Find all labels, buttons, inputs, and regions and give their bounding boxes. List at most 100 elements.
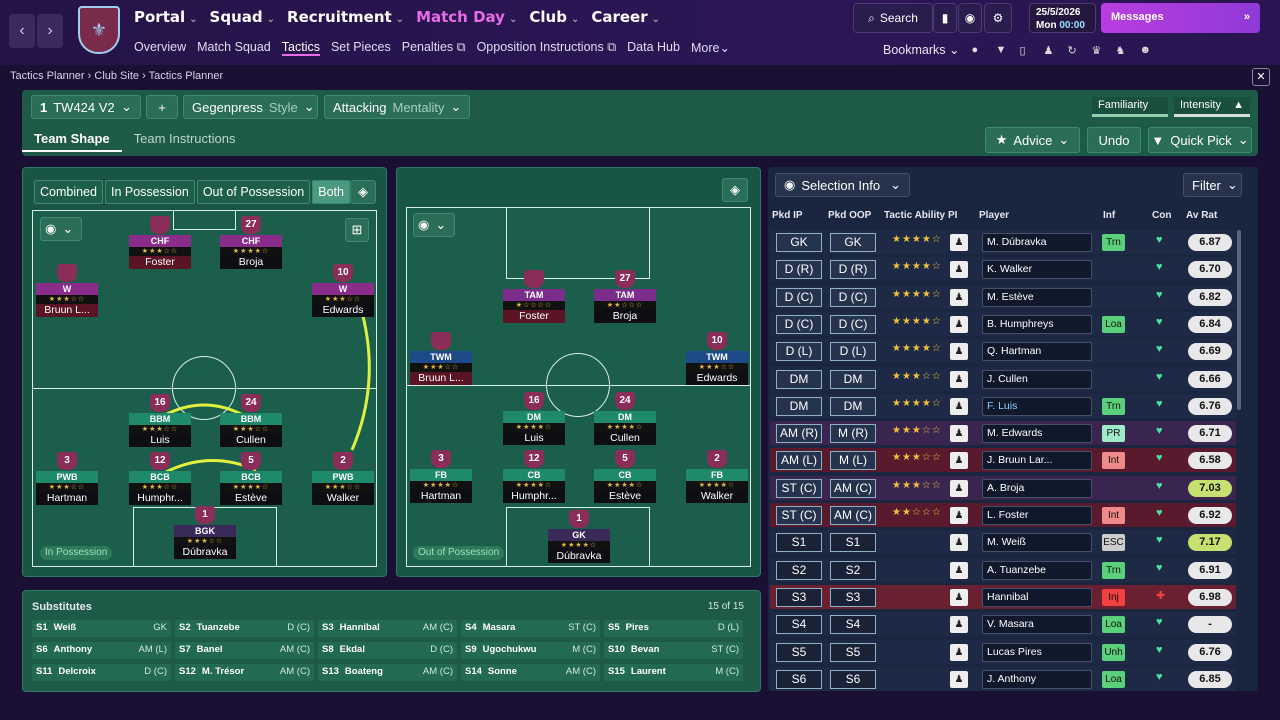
sub-item[interactable]: S2 Tuanzebe D (C) (175, 620, 314, 637)
person-icon[interactable]: ♟ (950, 288, 968, 306)
bookmark-icon[interactable]: ▮ (933, 3, 957, 33)
player-token[interactable]: 5 CB ★★★★☆ Estève (594, 450, 656, 503)
trophy-icon[interactable]: ♛ (1091, 44, 1102, 57)
sub-item[interactable]: S9 Ugochukwu M (C) (461, 642, 600, 659)
table-row[interactable]: ST (C) AM (C) ★★★☆☆ ♟ A. Broja ♥ 7.03 (770, 475, 1236, 500)
mode-both[interactable]: Both (312, 180, 350, 204)
person-icon[interactable]: ♟ (950, 479, 968, 497)
table-row[interactable]: S1 S1 ♟ M. Weiß ESC ♥ 7.17 (770, 530, 1236, 555)
add-tactic-button[interactable]: + (146, 95, 178, 119)
pkd-oop[interactable]: AM (C) (830, 506, 876, 525)
subnav-penalties[interactable]: Penalties ⧉ (401, 40, 466, 54)
player-select[interactable]: J. Bruun Lar... (982, 451, 1092, 471)
pkd-ip[interactable]: D (C) (776, 287, 822, 307)
player-token[interactable]: 1 BGK ★★★☆☆ Dúbravka (174, 506, 236, 559)
shirt-icon[interactable]: ▼ (995, 43, 1007, 56)
header-con[interactable]: Con (1152, 210, 1172, 221)
player-select[interactable]: K. Walker (982, 260, 1092, 280)
table-row[interactable]: D (C) D (C) ★★★★☆ ♟ M. Estève ♥ 6.82 (770, 284, 1236, 309)
header-tactic-ability[interactable]: Tactic Ability (884, 210, 946, 221)
pkd-ip[interactable]: GK (776, 233, 822, 252)
sub-item[interactable]: S7 Banel AM (C) (175, 642, 314, 659)
chat-icon[interactable]: ● (971, 43, 979, 56)
pkd-ip[interactable]: DM (776, 369, 822, 389)
header-player[interactable]: Player (979, 210, 1010, 221)
mentality-select[interactable]: Attacking Mentality ⌄ (324, 95, 470, 119)
person-icon[interactable]: ♟ (950, 315, 968, 333)
table-row[interactable]: S6 S6 ♟ J. Anthony Loa ♥ 6.85 (770, 666, 1236, 691)
subnav-data-hub[interactable]: Data Hub (627, 40, 680, 54)
arrange-icon[interactable]: ⊞ (345, 218, 369, 242)
table-row[interactable]: AM (R) M (R) ★★★☆☆ ♟ M. Edwards PR ♥ 6.71 (770, 421, 1236, 446)
selection-info-dropdown[interactable]: ◉ Selection Info ⌄ (775, 173, 910, 197)
pkd-oop[interactable]: S5 (830, 642, 876, 662)
sub-item[interactable]: S8 Ekdal D (C) (318, 642, 457, 659)
person-icon[interactable]: ♟ (950, 670, 968, 688)
player-token[interactable]: 2 FB ★★★★☆ Walker (686, 450, 748, 503)
header-pi[interactable]: PI (948, 210, 958, 221)
familiarity-bar[interactable]: Familiarity (1092, 97, 1168, 117)
player-token[interactable]: 10 TWM ★★★☆☆ Edwards (686, 332, 748, 385)
back-arrow-icon[interactable]: ‹ (9, 14, 35, 48)
close-icon[interactable]: ✕ (1252, 68, 1270, 86)
nav-match-day[interactable]: Match Day ⌄ (416, 8, 518, 26)
pkd-oop[interactable]: S6 (830, 669, 876, 689)
sub-item[interactable]: S13 Boateng AM (C) (318, 664, 457, 681)
player-token[interactable]: 24 DM ★★★★☆ Cullen (594, 392, 656, 445)
person-icon[interactable]: ♟ (950, 425, 968, 443)
table-row[interactable]: ST (C) AM (C) ★★☆☆☆ ♟ L. Foster Int ♥ 6.92 (770, 503, 1236, 527)
people-icon[interactable]: ♟ (1043, 44, 1054, 57)
sub-item[interactable]: S11 Delcroix D (C) (32, 664, 171, 681)
sub-item[interactable]: S12 M. Trésor AM (C) (175, 664, 314, 681)
subnav-match-squad[interactable]: Match Squad (197, 40, 271, 54)
subnav-more[interactable]: More⌄ (690, 41, 730, 55)
club-crest-logo[interactable]: ⚜ (78, 6, 120, 54)
tab-team-shape[interactable]: Team Shape (22, 127, 122, 152)
style-select[interactable]: Gegenpress Style ⌄ (183, 95, 318, 119)
search-button[interactable]: ⌕ Search (853, 3, 933, 33)
person-icon[interactable]: ♟ (950, 261, 968, 279)
table-row[interactable]: DM DM ★★★☆☆ ♟ J. Cullen ♥ 6.66 (770, 366, 1236, 391)
player-token[interactable]: W ★★★☆☆ Bruun L... (36, 264, 98, 317)
sub-item[interactable]: S3 Hannibal AM (C) (318, 620, 457, 637)
refresh-icon[interactable]: ↻ (1067, 44, 1077, 57)
pkd-oop[interactable]: DM (830, 369, 876, 389)
pkd-ip[interactable]: S6 (776, 669, 822, 689)
tactic-select[interactable]: 1 TW424 V2 ⌄ (31, 95, 141, 119)
nav-squad[interactable]: Squad ⌄ (209, 8, 276, 26)
header-av-rat[interactable]: Av Rat (1186, 210, 1218, 221)
nav-recruitment[interactable]: Recruitment ⌄ (287, 8, 405, 26)
player-select[interactable]: F. Luis (982, 396, 1092, 416)
pkd-oop[interactable]: AM (C) (830, 478, 876, 498)
mode-combined[interactable]: Combined (34, 180, 103, 204)
undo-button[interactable]: Undo (1087, 127, 1141, 153)
subnav-overview[interactable]: Overview (134, 40, 187, 54)
pkd-oop[interactable]: D (R) (830, 260, 876, 280)
filter-dropdown[interactable]: Filter ⌄ (1183, 173, 1242, 197)
continue-date-button[interactable]: 25/5/2026 Mon 00:00 (1029, 3, 1096, 33)
person-icon[interactable]: ♟ (950, 234, 968, 251)
player-token[interactable]: TAM ★☆☆☆☆ Foster (503, 270, 565, 323)
globe-icon[interactable]: ◉ (958, 3, 982, 33)
person-icon[interactable]: ♟ (950, 397, 968, 415)
table-row[interactable]: S2 S2 ♟ A. Tuanzebe Trn ♥ 6.91 (770, 557, 1236, 582)
mode-out-of-possession[interactable]: Out of Possession (196, 180, 311, 204)
table-row[interactable]: GK GK ★★★★☆ ♟ M. Dúbravka Trn ♥ 6.87 (770, 230, 1236, 254)
sub-item[interactable]: S5 Pires D (L) (604, 620, 743, 637)
pkd-oop[interactable]: M (R) (830, 424, 876, 444)
player-token[interactable]: 2 PWB ★★★☆☆ Walker (312, 452, 374, 505)
person-icon[interactable]: ♟ (950, 343, 968, 361)
sub-item[interactable]: S6 Anthony AM (L) (32, 642, 171, 659)
player-token[interactable]: 24 BBM ★★★☆☆ Cullen (220, 394, 282, 447)
pkd-ip[interactable]: AM (L) (776, 451, 822, 471)
pkd-oop[interactable]: S4 (830, 615, 876, 635)
player-select[interactable]: M. Dúbravka (982, 233, 1092, 252)
pkd-oop[interactable]: S2 (830, 560, 876, 580)
player-select[interactable]: V. Masara (982, 615, 1092, 635)
player-select[interactable]: M. Edwards (982, 424, 1092, 444)
sub-item[interactable]: S14 Sonne AM (C) (461, 664, 600, 681)
intensity-bar[interactable]: Intensity ▲ (1174, 97, 1250, 117)
pkd-oop[interactable]: S1 (830, 533, 876, 553)
player-select[interactable]: Hannibal (982, 587, 1092, 607)
player-select[interactable]: A. Broja (982, 478, 1092, 498)
